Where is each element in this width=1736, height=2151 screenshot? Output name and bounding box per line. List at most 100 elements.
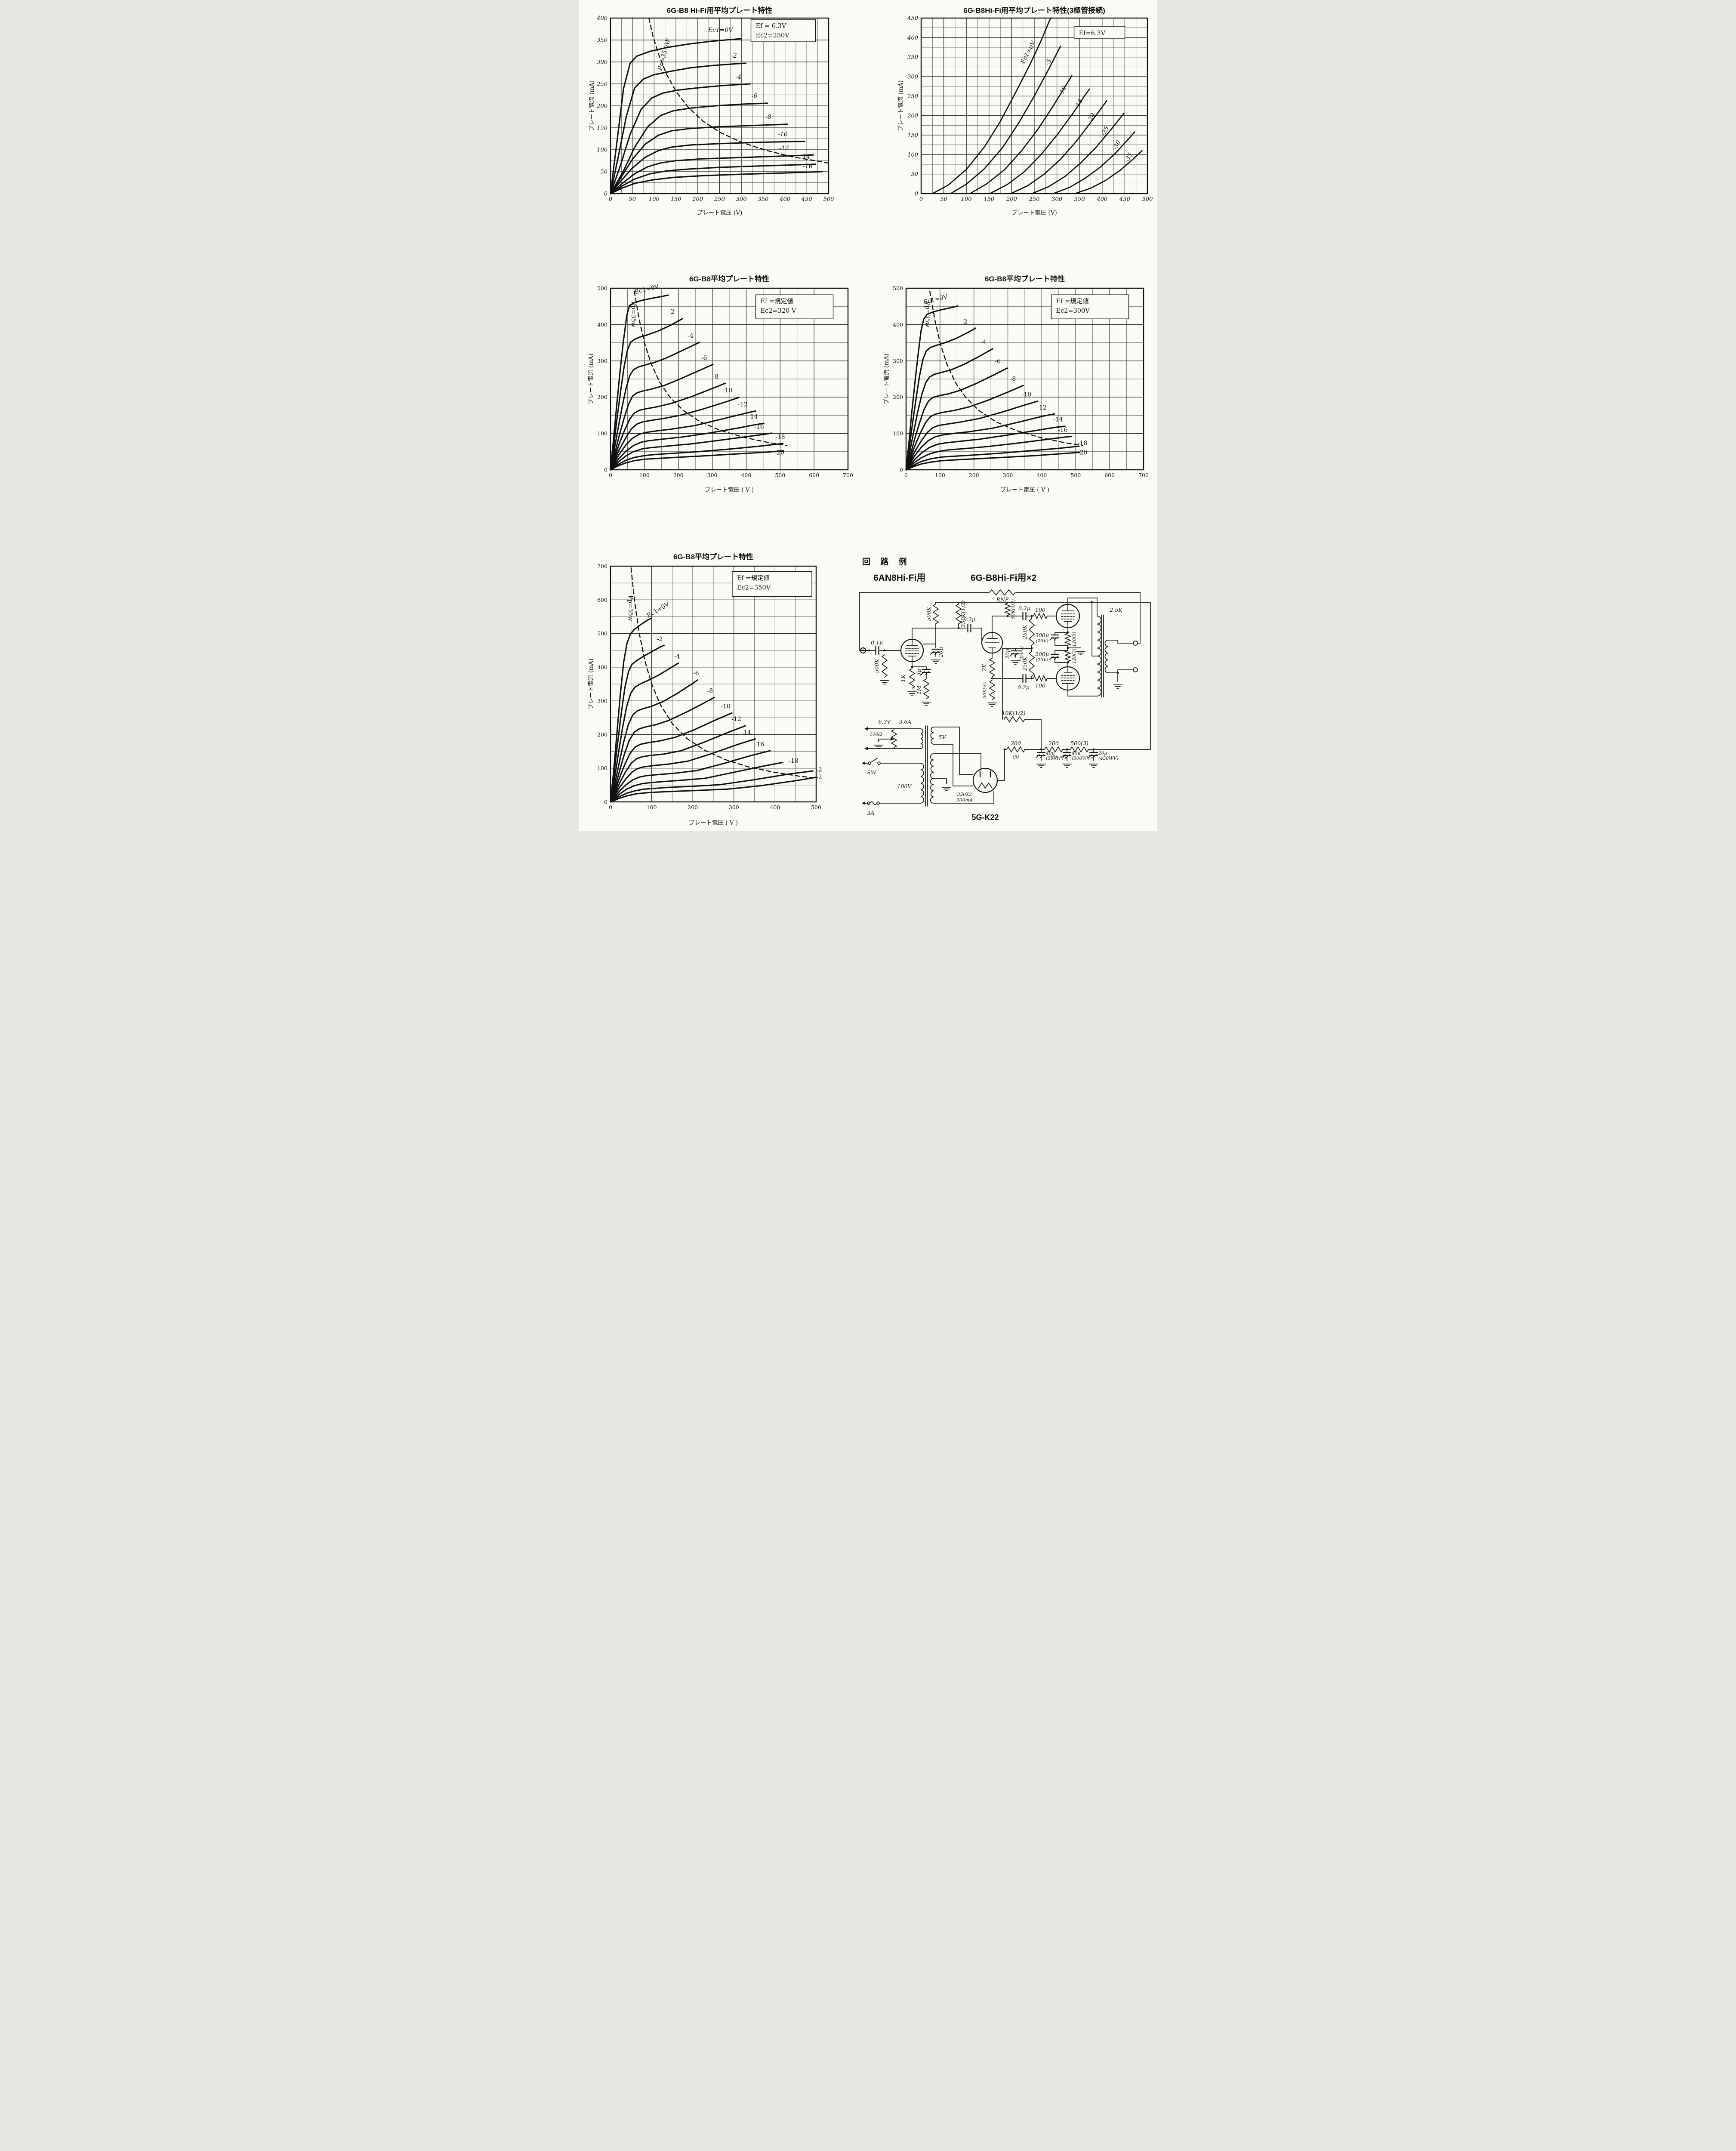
chart-ec2-350v: 0 100 200 300 400 500 0 100 200 300 400 500 600 700 6G… (586, 552, 826, 830)
svg-text:400: 400 (770, 804, 780, 810)
curve--2 (610, 644, 665, 803)
svg-text:350: 350 (1074, 196, 1085, 203)
curve-label--5: -5 (1044, 58, 1053, 67)
curve-label--16: -16 (1058, 427, 1068, 434)
curve--2 (610, 62, 746, 194)
svg-text:100: 100 (935, 472, 945, 478)
curve-label--2: -2 (669, 308, 675, 315)
curve--16 (610, 171, 823, 194)
svg-text:300: 300 (893, 357, 903, 364)
svg-text:100: 100 (597, 147, 607, 154)
curve-label--16: -16 (754, 424, 764, 431)
svg-text:500: 500 (597, 630, 607, 637)
svg-text:300: 300 (729, 804, 739, 810)
svg-text:500: 500 (775, 472, 785, 478)
filter-resistor1-watt: (5) (1013, 755, 1019, 760)
curve--4 (610, 83, 751, 194)
bias-cap-voltage-label: (350V) (1019, 646, 1024, 662)
svg-text:300: 300 (1003, 472, 1013, 478)
svg-text:300: 300 (597, 59, 607, 66)
svg-text:6G-B8Hi-Fi用平均プレート特性(3極管接続): 6G-B8Hi-Fi用平均プレート特性(3極管接続) (963, 6, 1105, 15)
screen-resistor-label: 500K (925, 607, 932, 621)
curve-label--6: -6 (701, 354, 707, 361)
curve-label--2: -2 (657, 636, 663, 643)
svg-text:500: 500 (597, 285, 607, 292)
svg-text:300: 300 (1051, 196, 1062, 203)
rectifier-tube-label: 5G-K22 (971, 813, 999, 822)
svg-text:Ec2=250V: Ec2=250V (756, 32, 790, 39)
chart-pentode-ec2-250v: 0 50 100 150 200 250 300 350 400 450 500 0 50 100 150 2… (587, 5, 835, 220)
power-switch-label: SW (867, 769, 877, 776)
curve-label--12: -12 (1037, 404, 1047, 411)
filter-resistor3-label: 500(3) (1070, 740, 1088, 746)
heater-current-label: 3.6A (899, 718, 912, 725)
curve-label-Pp=35w: Pp=35w (627, 595, 634, 621)
curve-label-Ec1=0V: Ec1=0V (708, 27, 734, 34)
grid-stopper-bottom-label: 100 (1035, 682, 1045, 689)
svg-text:400: 400 (741, 472, 751, 478)
svg-text:200: 200 (673, 472, 684, 478)
svg-text:400: 400 (596, 15, 607, 22)
curve--10 (610, 141, 805, 194)
svg-text:0: 0 (915, 191, 918, 197)
curve--8 (905, 385, 1024, 471)
curve-label--8: -8 (765, 114, 771, 121)
curve-Pp=35w (929, 290, 1083, 446)
svg-text:200: 200 (692, 196, 703, 203)
svg-text:300: 300 (707, 472, 718, 478)
curve--14 (610, 738, 756, 803)
svg-text:200: 200 (596, 103, 607, 110)
curve--6 (905, 367, 1008, 471)
curve--12 (610, 410, 757, 471)
svg-text:50: 50 (600, 169, 607, 176)
svg-text:6G-B8 Hi-Fi用平均プレート特性: 6G-B8 Hi-Fi用平均プレート特性 (667, 6, 773, 15)
filter-resistor2-label: 200 (1048, 740, 1059, 746)
coupling-cap-label: 0.2μ (963, 616, 975, 622)
svg-text:700: 700 (597, 563, 607, 570)
curve--8 (610, 696, 715, 803)
curve-label--20: -20 (1078, 450, 1088, 456)
curve-Ec1=0V (610, 617, 653, 803)
curve-label--4: -4 (981, 339, 987, 346)
curve-Pp=35w (634, 290, 788, 446)
fuse-label: 3A (867, 810, 875, 816)
chart-ec2-300v: 0 100 200 300 400 500 600 700 0 100 200 300 400 500 6G… (882, 274, 1150, 497)
curve-label--12: -12 (731, 716, 741, 723)
filter-cap2-voltage: (500WV) (1072, 756, 1092, 761)
svg-text:350: 350 (597, 37, 607, 44)
circuit-heading: 回 路 例 (862, 557, 911, 567)
curve--2 (610, 318, 683, 471)
curve-label--18: -18 (1078, 440, 1088, 447)
svg-text:0: 0 (900, 467, 903, 473)
curve-Pp=35.0W (648, 17, 828, 163)
curve-label--18: -18 (775, 434, 785, 441)
svg-text:6G-B8平均プレート特性: 6G-B8平均プレート特性 (689, 274, 769, 283)
curve-label-Pp=35w: Pp=35w (630, 302, 637, 327)
filter-resistor2-watt: (5) (1051, 755, 1057, 760)
svg-text:200: 200 (688, 804, 698, 810)
mains-voltage-label: 100V (897, 783, 913, 789)
svg-text:600: 600 (597, 597, 607, 603)
curve--14 (610, 163, 817, 194)
curve--10 (905, 400, 1039, 471)
filter-cap3-label: 20μ (1098, 751, 1107, 756)
svg-text:400: 400 (597, 664, 607, 670)
svg-text:200: 200 (893, 394, 903, 401)
svg-text:250: 250 (907, 93, 918, 100)
curve--4 (610, 342, 700, 471)
curve--18 (610, 761, 783, 803)
svg-text:プレート電圧 (V): プレート電圧 (V) (697, 210, 743, 216)
curve-label--4: -4 (674, 653, 680, 660)
svg-text:50: 50 (629, 196, 636, 203)
svg-text:100: 100 (597, 430, 607, 437)
curve-label--8: -8 (707, 687, 713, 694)
svg-text:600: 600 (1104, 472, 1115, 478)
svg-text:150: 150 (671, 196, 681, 203)
bias-cap-label: 20μ (1004, 649, 1011, 659)
curve-label--12: -12 (738, 401, 748, 408)
curve-label--10: -10 (723, 387, 733, 394)
svg-text:400: 400 (1036, 472, 1047, 478)
grid-stopper-top-label: 100 (1035, 607, 1045, 613)
curve--8 (610, 382, 726, 471)
svg-text:0: 0 (604, 799, 607, 805)
